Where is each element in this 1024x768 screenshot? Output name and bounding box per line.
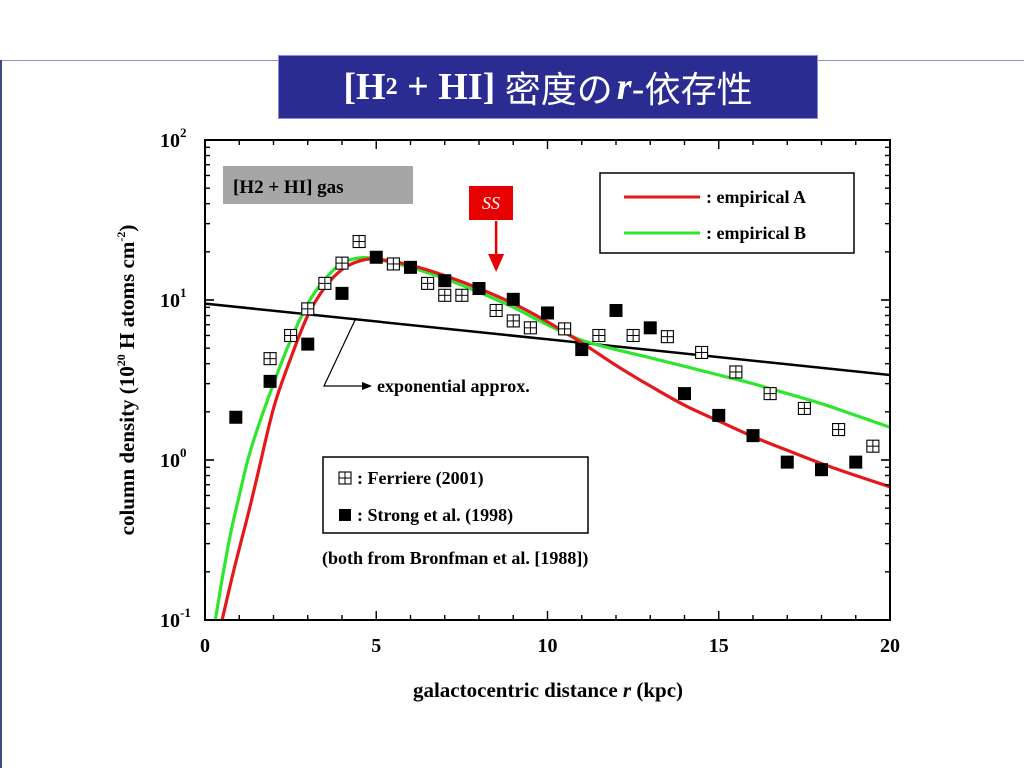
point-strong — [815, 463, 828, 477]
legend-label-empirical-b: : empirical B — [706, 223, 806, 243]
point-ferriere — [660, 330, 674, 344]
title-bracket-open: [H — [343, 66, 386, 108]
points-legend — [322, 456, 589, 534]
point-strong — [575, 343, 589, 357]
point-strong — [678, 387, 691, 401]
ss-arrow-head — [488, 254, 505, 272]
title-jp-1: 密度の — [504, 70, 613, 111]
legend-marker-strong — [339, 509, 351, 521]
point-ferriere — [832, 422, 846, 437]
point-strong — [369, 250, 383, 264]
x-tick-label: 15 — [709, 635, 729, 657]
x-tick-label: 0 — [200, 635, 210, 657]
point-ferriere — [263, 352, 277, 366]
point-ferriere — [489, 303, 503, 318]
gas-label-box — [223, 166, 413, 204]
point-ferriere — [695, 345, 709, 360]
point-ferriere — [386, 257, 400, 271]
point-ferriere — [301, 302, 315, 316]
slide-left-rule — [0, 60, 2, 768]
legend-label-strong: : Strong et al. (1998) — [357, 505, 513, 526]
point-strong — [541, 306, 554, 320]
x-axis-label-var: r — [623, 678, 632, 702]
point-ferriere — [352, 234, 366, 249]
point-ferriere — [335, 256, 349, 270]
x-axis-label-unit: (kpc) — [636, 678, 683, 702]
y-axis-label-group: column density (1020 H atoms cm-2) — [114, 225, 139, 536]
exponential-label: exponential approx. — [377, 376, 530, 396]
point-ferriere — [506, 314, 520, 328]
y-tick-label: 102 — [160, 125, 187, 152]
ss-arrow — [488, 221, 505, 272]
x-axis-label: galactocentric distance r (kpc) — [413, 678, 683, 702]
point-ferriere — [592, 328, 606, 343]
y-axis-label: column density (1020 H atoms cm-2) — [114, 225, 139, 536]
x-tick-label: 10 — [538, 635, 558, 657]
point-ferriere — [284, 328, 298, 343]
series-line-exponential-approx — [205, 302, 890, 377]
y-tick-label: 10-1 — [160, 605, 191, 632]
point-ferriere — [729, 365, 743, 379]
series-line-empirical-b — [213, 256, 890, 620]
legend-label-ferriere: : Ferriere (2001) — [357, 468, 484, 489]
ss-label: SS — [482, 193, 500, 213]
title-r-var: r — [616, 66, 632, 108]
point-strong — [229, 410, 243, 424]
point-strong — [472, 281, 486, 295]
y-axis-label-text: column density — [115, 399, 139, 535]
point-ferriere — [523, 321, 537, 335]
point-ferriere — [558, 322, 572, 336]
point-strong — [746, 429, 760, 443]
legend-marker-ferriere — [338, 471, 352, 485]
point-ferriere — [421, 276, 435, 290]
point-strong — [301, 337, 315, 351]
point-strong — [404, 260, 417, 274]
y-tick-label: 101 — [160, 285, 187, 312]
exponential-pointer — [323, 317, 366, 387]
gas-label: [H2 + HI] gas — [233, 177, 344, 198]
point-strong — [263, 374, 277, 388]
point-strong — [849, 455, 863, 469]
title-middle: + HI] — [397, 66, 505, 108]
point-ferriere — [318, 276, 332, 290]
point-ferriere — [866, 439, 880, 453]
point-ferriere — [763, 387, 777, 401]
point-strong — [609, 303, 623, 317]
slide-title: [H 2 + HI] 密度の r -依存性 — [278, 55, 818, 119]
point-strong — [643, 321, 657, 335]
title-jp-2: -依存性 — [631, 70, 753, 111]
legend-marker-ferriere-glyph — [338, 471, 352, 485]
x-axis-label-text: galactocentric distance — [413, 678, 618, 702]
point-strong — [780, 455, 794, 469]
legend-label-empirical-a: : empirical A — [706, 187, 806, 207]
x-tick-label: 5 — [371, 635, 381, 657]
point-ferriere — [455, 288, 469, 302]
point-strong — [712, 408, 726, 422]
ss-box — [469, 186, 513, 220]
line-legend — [599, 172, 855, 254]
title-subscript: 2 — [385, 73, 398, 100]
point-ferriere — [797, 401, 811, 415]
point-strong — [506, 292, 520, 306]
x-tick-label: 20 — [880, 635, 900, 657]
point-strong — [335, 286, 349, 300]
point-strong — [438, 274, 452, 288]
exponential-arrowhead — [362, 382, 372, 390]
source-note: (both from Bronfman et al. [1988]) — [322, 548, 588, 569]
point-ferriere — [438, 288, 452, 302]
point-ferriere — [626, 328, 640, 343]
y-tick-label: 100 — [160, 445, 187, 472]
